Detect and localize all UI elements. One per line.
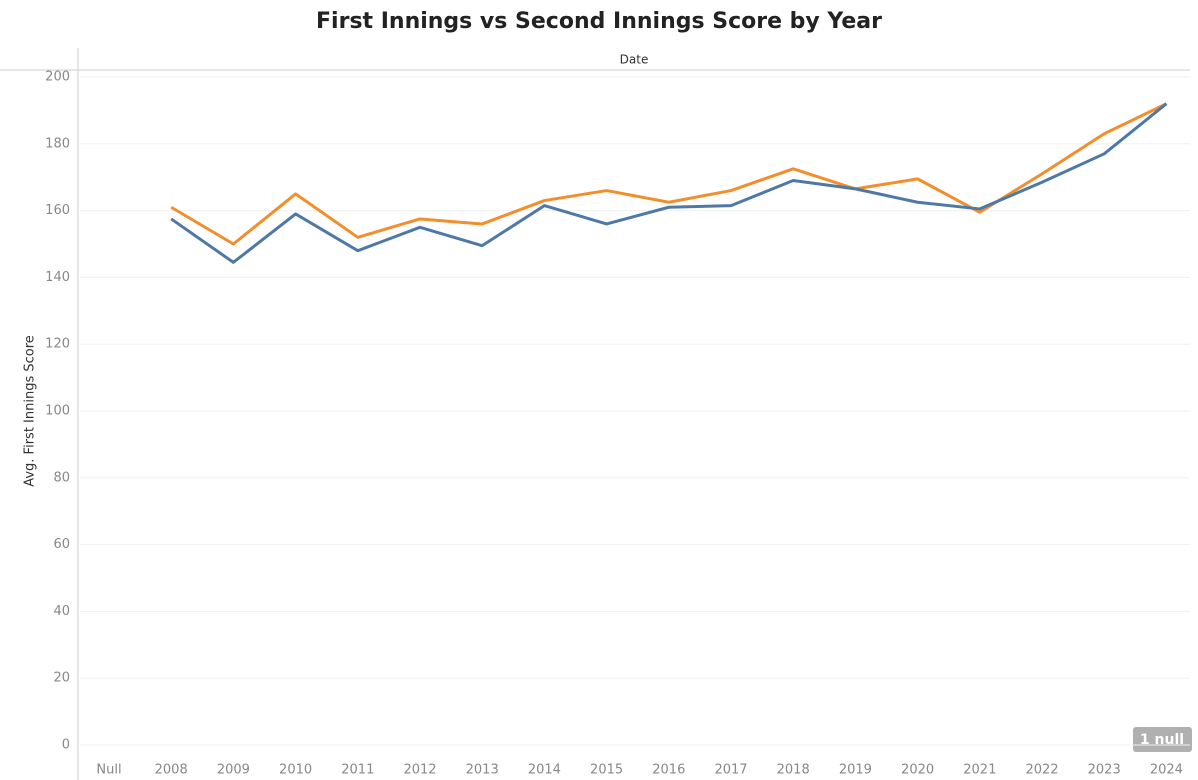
x-tick-label: 2017 — [714, 763, 747, 778]
x-tick-label: Null — [96, 763, 121, 778]
y-tick-label: 140 — [45, 270, 70, 285]
x-tick-label: 2009 — [217, 763, 250, 778]
x-tick-label: 2011 — [341, 763, 374, 778]
series-line — [170, 102, 1168, 264]
x-tick-label: 2024 — [1150, 763, 1183, 778]
x-tick-label: 2013 — [466, 763, 499, 778]
x-tick-label: 2020 — [901, 763, 934, 778]
x-tick-label: 2012 — [403, 763, 436, 778]
y-tick-label: 80 — [53, 470, 70, 485]
y-tick-label: 100 — [45, 404, 70, 419]
y-tick-label: 60 — [53, 537, 70, 552]
y-tick-label: 160 — [45, 203, 70, 218]
y-tick-label: 20 — [53, 671, 70, 686]
x-tick-label: 2014 — [528, 763, 561, 778]
y-axis-label: Avg. First Innings Score — [23, 335, 38, 487]
series-line — [170, 102, 1168, 246]
x-tick-label: 2023 — [1088, 763, 1121, 778]
x-tick-label: 2010 — [279, 763, 312, 778]
x-header: Date — [620, 53, 649, 67]
x-tick-label: 2016 — [652, 763, 685, 778]
x-tick-label: 2019 — [839, 763, 872, 778]
y-tick-label: 0 — [62, 738, 70, 753]
null-badge[interactable] — [1133, 727, 1192, 752]
x-tick-label: 2021 — [963, 763, 996, 778]
chart-title: First Innings vs Second Innings Score by… — [316, 9, 882, 34]
y-tick-label: 40 — [53, 604, 70, 619]
y-tick-label: 180 — [45, 136, 70, 151]
x-tick-label: 2015 — [590, 763, 623, 778]
y-tick-label: 120 — [45, 337, 70, 352]
x-tick-label: 2008 — [155, 763, 188, 778]
null-badge-text[interactable]: 1 null — [1140, 732, 1184, 748]
x-tick-label: 2018 — [777, 763, 810, 778]
x-tick-label: 2022 — [1025, 763, 1058, 778]
y-tick-label: 200 — [45, 70, 70, 85]
